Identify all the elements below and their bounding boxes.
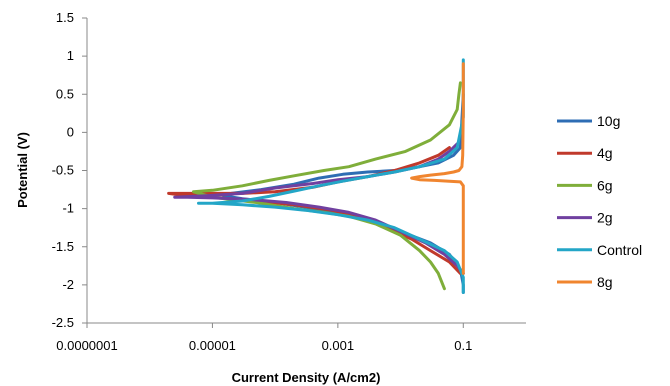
legend-label-6g: 6g (597, 177, 613, 193)
x-tick-label: 0.001 (322, 338, 355, 353)
legend-label-4g: 4g (597, 145, 613, 161)
y-tick-label: -1.5 (52, 239, 74, 254)
legend-label-2g: 2g (597, 210, 613, 226)
legend-label-control: Control (597, 242, 642, 258)
y-tick-label: -1 (62, 201, 74, 216)
x-axis-ticks: 0.0000001 0.00001 0.001 0.1 (56, 323, 472, 353)
y-tick-label: -2.5 (52, 315, 74, 330)
series-line-8g (410, 62, 465, 275)
x-tick-label: 0.00001 (189, 338, 236, 353)
series-line-6g (192, 81, 462, 291)
x-tick-label: 0.1 (454, 338, 472, 353)
y-tick-label: 1 (67, 48, 74, 63)
legend-label-8g: 8g (597, 274, 613, 290)
y-axis-title: Potential (V) (15, 132, 30, 208)
series-line-control (197, 58, 465, 294)
x-axis-title: Current Density (A/cm2) (232, 370, 381, 385)
legend: 10g 4g 6g 2g Control 8g (557, 113, 642, 290)
x-tick-label: 0.0000001 (56, 338, 117, 353)
y-tick-label: 1.5 (56, 10, 74, 25)
y-tick-label: 0 (67, 124, 74, 139)
y-tick-label: -0.5 (52, 163, 74, 178)
y-tick-label: 0.5 (56, 86, 74, 101)
y-axis-ticks: 1.5 1 0.5 0 -0.5 -1 -1.5 -2 -2.5 (52, 10, 87, 330)
y-tick-label: -2 (62, 277, 74, 292)
legend-label-10g: 10g (597, 113, 620, 129)
series-layer (167, 58, 465, 294)
